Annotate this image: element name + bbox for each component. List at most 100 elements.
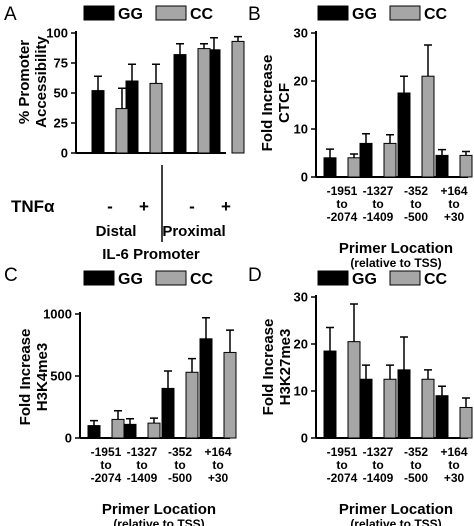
- legend-label-gg: GG: [352, 271, 377, 288]
- legend-swatch-cc: [389, 5, 421, 21]
- bar-cc-4: [223, 351, 237, 439]
- bar-cc-3: [185, 371, 199, 439]
- x-axis-label: IL-6 Promoter: [102, 246, 200, 263]
- bar-gg-3: [397, 369, 411, 439]
- x-tick-label: -1327 to -1409: [363, 184, 394, 224]
- x-axis-sublabel: (relative to TSS): [350, 256, 441, 270]
- legend-label-cc: CC: [190, 6, 214, 23]
- tnf-sign: -: [107, 197, 113, 216]
- x-tick-label: -1951 to -2074: [91, 445, 122, 485]
- legend-label-cc: CC: [424, 271, 448, 288]
- error-bar: [176, 43, 184, 55]
- legend-swatch-gg: [317, 5, 349, 21]
- bar-gg-2: [123, 423, 137, 439]
- x-tick-label: -1951 to -2074: [327, 184, 358, 224]
- bar-cc-3: [421, 75, 435, 178]
- error-bar: [350, 303, 358, 342]
- panel-letter: B: [248, 4, 261, 25]
- error-bar: [118, 87, 126, 109]
- y-tick-label: 50: [54, 86, 68, 101]
- bar-cc-4: [459, 406, 473, 439]
- bar-cc-2: [149, 82, 163, 154]
- error-bar: [386, 134, 394, 144]
- legend-swatch-gg: [83, 270, 115, 286]
- tnf-sign: -: [189, 197, 195, 216]
- x-tick-label: -352 to -500: [168, 445, 192, 485]
- y-tick-label: 25: [54, 116, 68, 131]
- x-tick-label: -352 to -500: [404, 184, 428, 224]
- x-tick-label: -1327 to -1409: [363, 445, 394, 485]
- bar-cc-1: [111, 418, 125, 439]
- bar-gg-4: [435, 154, 449, 178]
- error-bar: [152, 63, 160, 84]
- legend-label-gg: GG: [118, 271, 143, 288]
- bar-gg-4: [435, 395, 449, 439]
- error-bar: [126, 418, 134, 425]
- tnf-sign: +: [139, 197, 149, 216]
- bar-gg-4: [199, 338, 213, 439]
- legend-label-gg: GG: [352, 6, 377, 23]
- bar-gg-1: [323, 350, 337, 439]
- x-tick-label: -1327 to -1409: [127, 445, 158, 485]
- y-tick-label: 75: [54, 56, 68, 71]
- y-tick-label: 20: [294, 74, 308, 89]
- error-bar: [462, 397, 470, 408]
- bar-cc-1: [115, 108, 129, 154]
- legend-swatch-cc: [155, 270, 187, 286]
- bar-gg-3: [173, 54, 187, 154]
- tnf-label: TNFα: [11, 197, 55, 216]
- bar-gg-2: [359, 378, 373, 439]
- y-tick-label: 30: [294, 26, 308, 41]
- error-bar: [114, 409, 122, 420]
- panel-letter: A: [4, 4, 17, 25]
- legend-label-cc: CC: [424, 6, 448, 23]
- error-bar: [438, 148, 446, 156]
- legend-label-gg: GG: [118, 6, 143, 23]
- error-bar: [362, 364, 370, 380]
- x-tick-label: -352 to -500: [404, 445, 428, 485]
- error-bar: [226, 329, 234, 353]
- bar-gg-1: [91, 90, 105, 154]
- legend-swatch-cc: [155, 5, 187, 21]
- x-axis-sublabel: (relative to TSS): [350, 517, 441, 526]
- x-axis-sublabel: (relative to TSS): [113, 517, 204, 526]
- y-axis-label: Fold IncreaseH3K4me3: [17, 329, 51, 426]
- bar-cc-3: [421, 378, 435, 439]
- error-bar: [202, 316, 210, 339]
- error-bar: [350, 153, 358, 158]
- error-bar: [128, 63, 136, 81]
- error-bar: [462, 150, 470, 156]
- error-bar: [326, 148, 334, 158]
- group-label-distal: Distal: [96, 223, 137, 240]
- bar-cc-2: [383, 378, 397, 439]
- y-tick-label: 0: [61, 146, 68, 161]
- x-tick-label: +164 to +30: [204, 445, 231, 485]
- x-axis-label: Primer Location: [339, 240, 453, 257]
- y-axis-label: Fold IncreaseCTCF: [259, 55, 293, 152]
- y-tick-label: 10: [294, 122, 308, 137]
- y-tick-label: 1000: [43, 307, 72, 322]
- y-tick-label: 100: [46, 26, 68, 41]
- legend-swatch-gg: [83, 5, 115, 21]
- error-bar: [90, 419, 98, 426]
- y-tick-label: 0: [301, 170, 308, 185]
- panel-letter: C: [4, 265, 18, 286]
- error-bar: [94, 75, 102, 91]
- bar-cc-1: [347, 157, 361, 178]
- error-bar: [234, 35, 242, 42]
- y-tick-label: 0: [301, 431, 308, 446]
- error-bar: [386, 364, 394, 380]
- y-axis-label: Fold IncreaseH3K27me3: [260, 319, 294, 416]
- y-tick-label: 500: [50, 369, 72, 384]
- bar-gg-1: [323, 157, 337, 178]
- group-label-proximal: Proximal: [162, 223, 225, 240]
- bar-cc-4: [231, 40, 245, 154]
- error-bar: [424, 44, 432, 77]
- legend-swatch-gg: [317, 270, 349, 286]
- panel-letter: D: [248, 265, 262, 286]
- bar-cc-1: [347, 341, 361, 439]
- panel-C: C GG CC 0 500 1000 Fold IncreaseH3K4me3 -1951 to…: [4, 265, 237, 526]
- error-bar: [400, 75, 408, 93]
